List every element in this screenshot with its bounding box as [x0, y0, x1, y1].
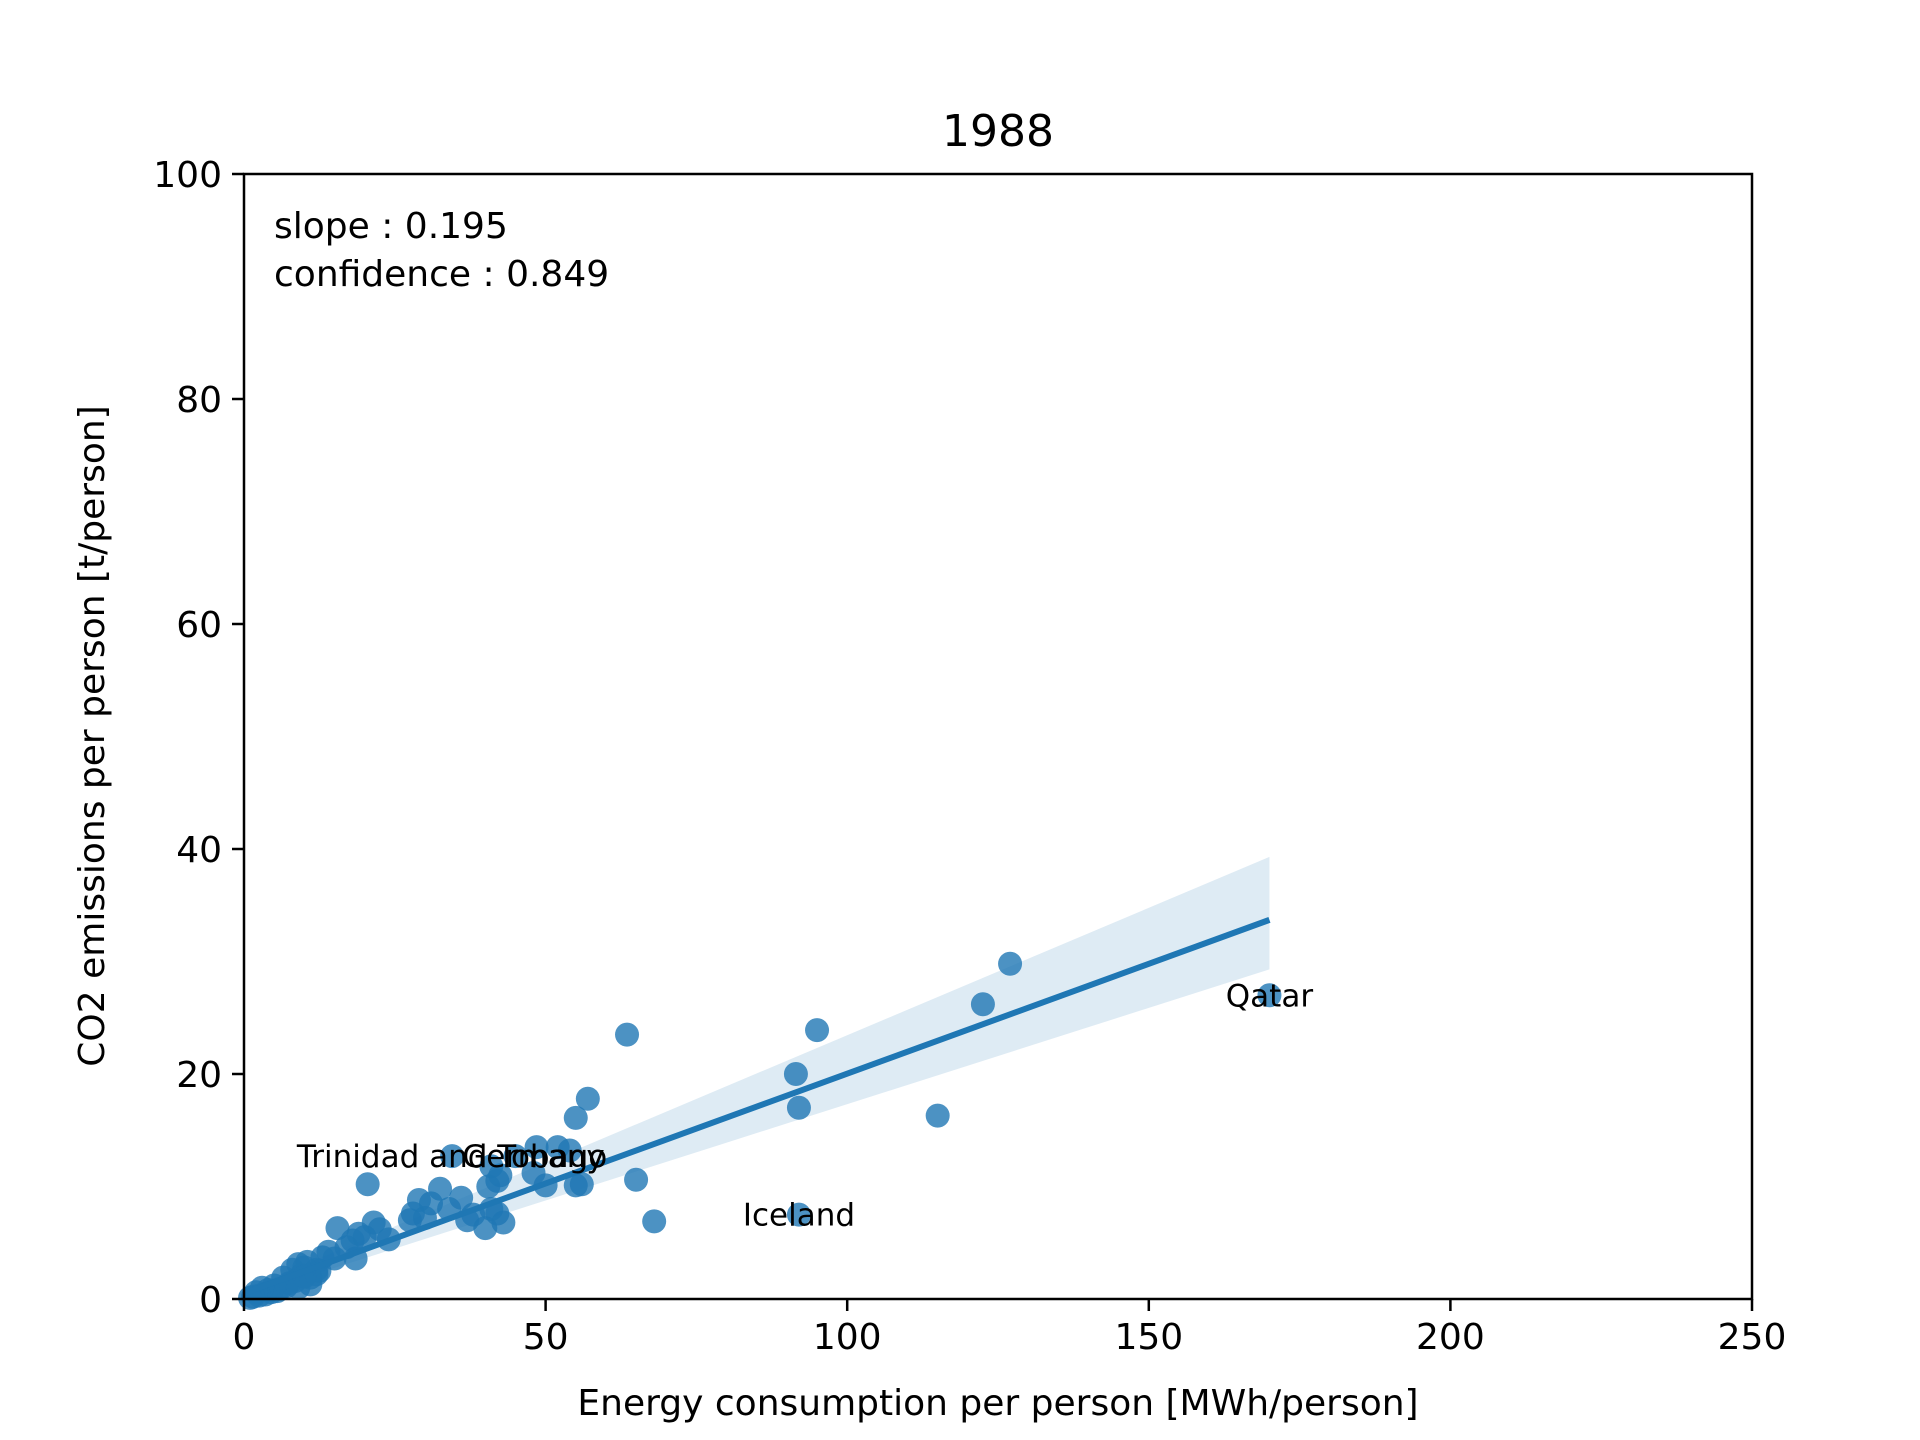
plot-frame: [242, 172, 1754, 1301]
chart-title: 1988: [942, 106, 1054, 157]
regression-line: [242, 917, 1271, 1297]
data-point: [563, 1173, 588, 1198]
data-point: [783, 1062, 808, 1086]
data-point: [998, 951, 1023, 976]
data-point: [1257, 983, 1282, 1008]
x-axis-label: Energy consumption per person [MWh/perso…: [577, 1383, 1418, 1424]
x-tick-label: 200: [1416, 1317, 1485, 1358]
data-point: [397, 1208, 422, 1233]
y-tick-label: 60: [176, 605, 222, 646]
x-axis-ticks: 0 50 100 150 200 250: [233, 1299, 1787, 1358]
plot-area-background: [244, 174, 1752, 1299]
y-tick-label: 80: [176, 380, 222, 421]
data-point: [786, 1202, 811, 1227]
data-point: [545, 1135, 570, 1160]
data-point: [642, 1209, 667, 1234]
x-tick-label: 0: [233, 1317, 256, 1358]
data-point: [805, 1018, 830, 1043]
data-point: [485, 1201, 510, 1226]
regression-line-layer: [242, 917, 1271, 1297]
data-point: [563, 1105, 588, 1130]
data-point: [355, 1172, 380, 1197]
point-label: Germany: [462, 1139, 604, 1175]
y-tick-label: 20: [176, 1055, 222, 1096]
point-label: Iceland: [743, 1198, 855, 1234]
y-tick-label: 0: [199, 1280, 222, 1321]
data-point: [503, 1144, 528, 1169]
x-tick-label: 150: [1114, 1317, 1183, 1358]
data-point: [325, 1216, 350, 1241]
x-tick-label: 100: [813, 1317, 882, 1358]
data-point: [786, 1095, 811, 1120]
data-point: [485, 1168, 510, 1193]
data-point: [524, 1135, 549, 1160]
point-label: Trinidad and Tobago: [296, 1139, 607, 1175]
confidence-annotation: confidence : 0.849: [274, 254, 609, 295]
y-tick-label: 100: [153, 155, 222, 196]
data-point: [624, 1167, 649, 1192]
point-label: Qatar: [1226, 978, 1314, 1014]
data-point: [970, 992, 995, 1017]
slope-annotation: slope : 0.195: [274, 206, 508, 247]
data-point: [925, 1103, 950, 1128]
x-tick-label: 50: [523, 1317, 569, 1358]
data-point: [440, 1144, 465, 1169]
data-point: [575, 1086, 600, 1111]
y-tick-label: 40: [176, 830, 222, 871]
x-tick-label: 250: [1718, 1317, 1787, 1358]
y-axis-ticks: 0 20 40 60 80 100: [153, 155, 244, 1321]
data-point: [615, 1022, 640, 1047]
y-axis-label: CO2 emissions per person [t/person]: [72, 405, 113, 1066]
